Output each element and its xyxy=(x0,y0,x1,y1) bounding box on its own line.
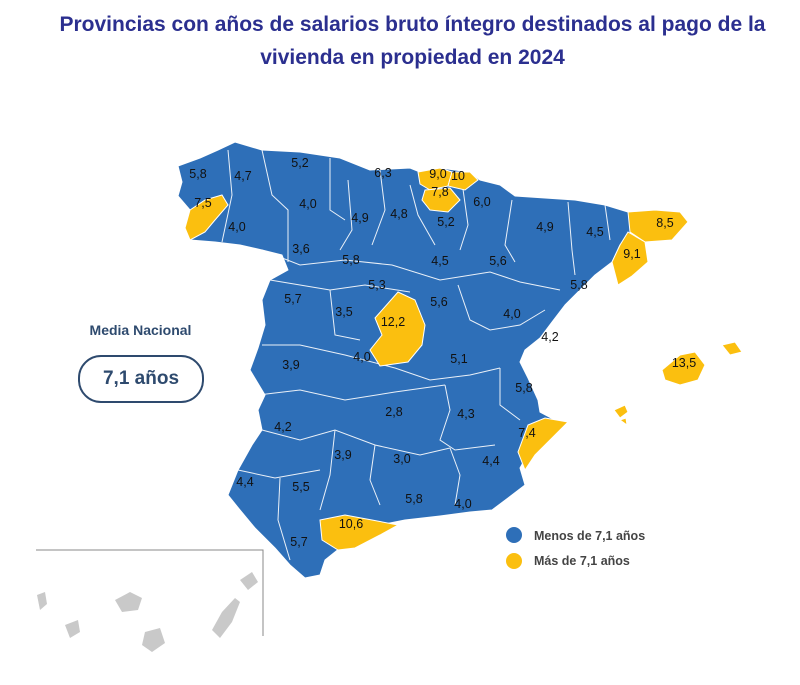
province-value-label: 10 xyxy=(451,169,465,183)
province-value-label: 4,0 xyxy=(503,307,520,321)
province-value-label: 4,8 xyxy=(390,207,407,221)
girona-shape xyxy=(627,209,689,243)
province-value-label: 3,6 xyxy=(292,242,309,256)
province-value-label: 9,1 xyxy=(623,247,640,261)
province-value-label: 4,0 xyxy=(228,220,245,234)
province-value-label: 5,7 xyxy=(290,535,307,549)
province-value-label: 7,4 xyxy=(518,426,535,440)
madrid-shape xyxy=(369,291,426,367)
balearic-islands xyxy=(613,341,743,427)
province-value-label: 9,0 xyxy=(429,167,446,181)
province-value-label: 5,6 xyxy=(430,295,447,309)
province-value-label: 6,3 xyxy=(374,166,391,180)
province-value-label: 4,2 xyxy=(541,330,558,344)
province-value-label: 4,3 xyxy=(457,407,474,421)
legend-above-swatch xyxy=(506,553,522,569)
province-value-label: 8,5 xyxy=(656,216,673,230)
mallorca-shape xyxy=(661,351,706,386)
province-value-label: 3,9 xyxy=(282,358,299,372)
gipuzkoa-shape xyxy=(447,171,479,191)
province-value-label: 3,9 xyxy=(334,448,351,462)
barcelona-shape xyxy=(611,231,649,286)
province-value-label: 5,7 xyxy=(284,292,301,306)
province-value-label: 4,0 xyxy=(353,350,370,364)
province-value-label: 4,4 xyxy=(236,475,253,489)
province-value-label: 4,5 xyxy=(586,225,603,239)
canary-islands xyxy=(37,572,258,652)
province-borders xyxy=(221,149,611,561)
province-value-label: 2,8 xyxy=(385,405,402,419)
province-value-label: 5,8 xyxy=(405,492,422,506)
province-value-label: 4,5 xyxy=(431,254,448,268)
province-value-label: 4,0 xyxy=(299,197,316,211)
malaga-shape xyxy=(319,514,400,551)
province-value-label: 5,8 xyxy=(189,167,206,181)
national-average-label: Media Nacional xyxy=(89,322,192,338)
alicante-shape xyxy=(517,417,570,472)
province-value-label: 5,8 xyxy=(570,278,587,292)
legend-above-label: Más de 7,1 años xyxy=(534,554,630,568)
province-value-label: 4,9 xyxy=(536,220,553,234)
province-value-label: 5,2 xyxy=(437,215,454,229)
inset-frame xyxy=(36,549,264,636)
province-value-label: 6,0 xyxy=(473,195,490,209)
canary-islands-inset xyxy=(36,549,264,652)
province-value-label: 5,8 xyxy=(515,381,532,395)
province-value-label: 5,1 xyxy=(450,352,467,366)
ibiza-shape xyxy=(613,404,629,419)
province-value-label: 5,2 xyxy=(291,156,308,170)
province-value-label: 4,7 xyxy=(234,169,251,183)
province-value-label: 13,5 xyxy=(672,356,696,370)
legend-below-label: Menos de 7,1 años xyxy=(534,529,645,543)
map-title: Provincias con años de salarios bruto ín… xyxy=(40,8,785,74)
legend-below-swatch xyxy=(506,527,522,543)
national-average-badge: 7,1 años xyxy=(78,355,204,403)
province-value-labels: 5,8 4,7 5,2 6,3 9,0 107,8 7,5 4,0 4,0 4,9 4,8 6,0 5,… xyxy=(189,156,696,549)
province-value-label: 10,6 xyxy=(339,517,363,531)
province-value-label: 5,8 xyxy=(342,253,359,267)
province-value-label: 5,5 xyxy=(292,480,309,494)
province-value-label: 4,9 xyxy=(351,211,368,225)
province-value-label: 7,8 xyxy=(431,185,448,199)
formentera-shape xyxy=(618,417,628,427)
national-average-value: 7,1 años xyxy=(102,368,180,389)
pontevedra-shape xyxy=(184,194,229,241)
province-value-label: 12,2 xyxy=(381,315,405,329)
title-line-1: Provincias con años de salarios bruto ín… xyxy=(59,13,766,36)
alava-shape xyxy=(421,187,461,213)
title-line-2: vivienda en propiedad en 2024 xyxy=(260,46,565,69)
province-value-label: 4,0 xyxy=(454,497,471,511)
province-value-label: 7,5 xyxy=(194,196,211,210)
province-value-label: 3,5 xyxy=(335,305,352,319)
menorca-shape xyxy=(721,341,743,356)
province-value-label: 3,0 xyxy=(393,452,410,466)
province-value-label: 5,3 xyxy=(368,278,385,292)
legend: Menos de 7,1 años Más de 7,1 años xyxy=(506,527,645,569)
province-value-label: 4,4 xyxy=(482,454,499,468)
province-value-label: 5,6 xyxy=(489,254,506,268)
province-value-label: 4,2 xyxy=(274,420,291,434)
above-average-provinces xyxy=(184,167,689,551)
